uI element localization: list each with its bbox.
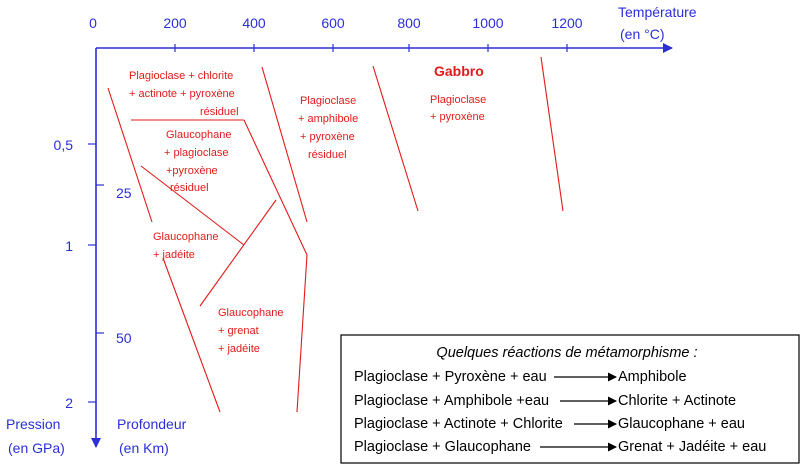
zone-glaucophane-plagioclase: Glaucophane + plagioclase +pyroxène rési… xyxy=(164,129,231,194)
reaction-reactants: Plagioclase + Actinote + Chlorite xyxy=(354,416,563,432)
pressure-tick-label: 0,5 xyxy=(54,137,74,153)
depth-tick-label: 25 xyxy=(116,185,132,201)
boundary-line xyxy=(261,66,308,223)
reaction-reactants: Plagioclase + Glaucophane xyxy=(354,439,531,455)
zone-plagioclase-amphibole: Plagioclase + amphibole + pyroxène résid… xyxy=(298,95,358,161)
zone-label-line: Glaucophane xyxy=(166,129,231,141)
temperature-tick-label: 0 xyxy=(89,15,97,31)
pressure-tick-label: 1 xyxy=(65,238,73,254)
zone-label-line: Glaucophane xyxy=(218,307,283,319)
boundary-line xyxy=(107,87,153,223)
reactions-box: Quelques réactions de métamorphisme : Pl… xyxy=(340,334,800,464)
zone-glaucophane-jadeite: Glaucophane + jadéite xyxy=(153,231,218,261)
zone-label-line: Glaucophane xyxy=(153,231,218,243)
reaction-reactants: Plagioclase + Pyroxène + eau xyxy=(354,369,547,385)
zone-label-line: résiduel xyxy=(200,106,239,118)
reaction-products: Grenat + Jadéite + eau xyxy=(618,439,766,455)
depth-axis-title: Profondeur xyxy=(117,416,187,432)
pressure-axis-title: Pression xyxy=(6,416,60,432)
depth-axis-unit: (en Km) xyxy=(119,440,169,456)
reaction-products: Glaucophane + eau xyxy=(618,416,745,432)
zone-label-line: + plagioclase xyxy=(164,147,229,159)
pressure-axis: 0,5 1 2 25 50 Pression (en GPa) Profonde… xyxy=(6,48,187,456)
zone-label-line: +pyroxène xyxy=(166,165,218,177)
zone-label-line: + jadéite xyxy=(218,343,260,355)
zone-label-line: + pyroxène xyxy=(430,111,485,123)
zone-plagioclase-chlorite: Plagioclase + chlorite + actinote + pyro… xyxy=(129,70,239,118)
zone-label-line: Plagioclase + chlorite xyxy=(129,70,233,82)
boundary-line xyxy=(199,199,277,307)
zone-label-line: + jadéite xyxy=(153,249,195,261)
temperature-tick-label: 1000 xyxy=(472,15,503,31)
reactions-box-frame xyxy=(340,334,800,464)
temperature-axis-title: Température xyxy=(618,4,697,20)
pressure-axis-unit: (en GPa) xyxy=(8,440,65,456)
temperature-tick-label: 800 xyxy=(397,15,421,31)
facies-boundaries xyxy=(107,56,564,413)
zone-label-line: Plagioclase xyxy=(300,95,356,107)
boundary-line xyxy=(372,65,419,212)
zone-label-line: résiduel xyxy=(170,182,209,194)
reaction-reactants: Plagioclase + Amphibole +eau xyxy=(354,393,549,409)
temperature-tick-label: 400 xyxy=(242,15,266,31)
zone-label-line: + actinote + pyroxène xyxy=(129,88,235,100)
boundary-line xyxy=(243,119,308,256)
zone-label-line: Plagioclase xyxy=(430,94,486,106)
boundary-line xyxy=(162,257,221,413)
zone-label-line: + pyroxène xyxy=(300,131,355,143)
temperature-axis: 0 200 400 600 800 1000 1200 Température … xyxy=(89,4,697,53)
boundary-line xyxy=(296,254,308,413)
reaction-products: Amphibole xyxy=(618,369,687,385)
gabbro-title: Gabbro xyxy=(434,63,484,79)
temperature-tick-label: 600 xyxy=(321,15,345,31)
temperature-tick-label: 200 xyxy=(163,15,187,31)
boundary-line xyxy=(540,56,564,212)
temperature-tick-label: 1200 xyxy=(551,15,582,31)
depth-tick-label: 50 xyxy=(116,330,132,346)
boundary-line xyxy=(140,165,245,246)
reactions-title: Quelques réactions de métamorphisme : xyxy=(436,345,697,361)
zone-label-line: résiduel xyxy=(308,149,347,161)
pressure-tick-label: 2 xyxy=(65,395,73,411)
zone-label-line: + grenat xyxy=(218,325,259,337)
zone-glaucophane-grenat: Glaucophane + grenat + jadéite xyxy=(218,307,283,355)
temperature-axis-unit: (en °C) xyxy=(620,26,665,42)
zone-gabbro: Gabbro Plagioclase + pyroxène xyxy=(430,63,486,123)
reaction-products: Chlorite + Actinote xyxy=(618,393,736,409)
zone-label-line: + amphibole xyxy=(298,113,358,125)
